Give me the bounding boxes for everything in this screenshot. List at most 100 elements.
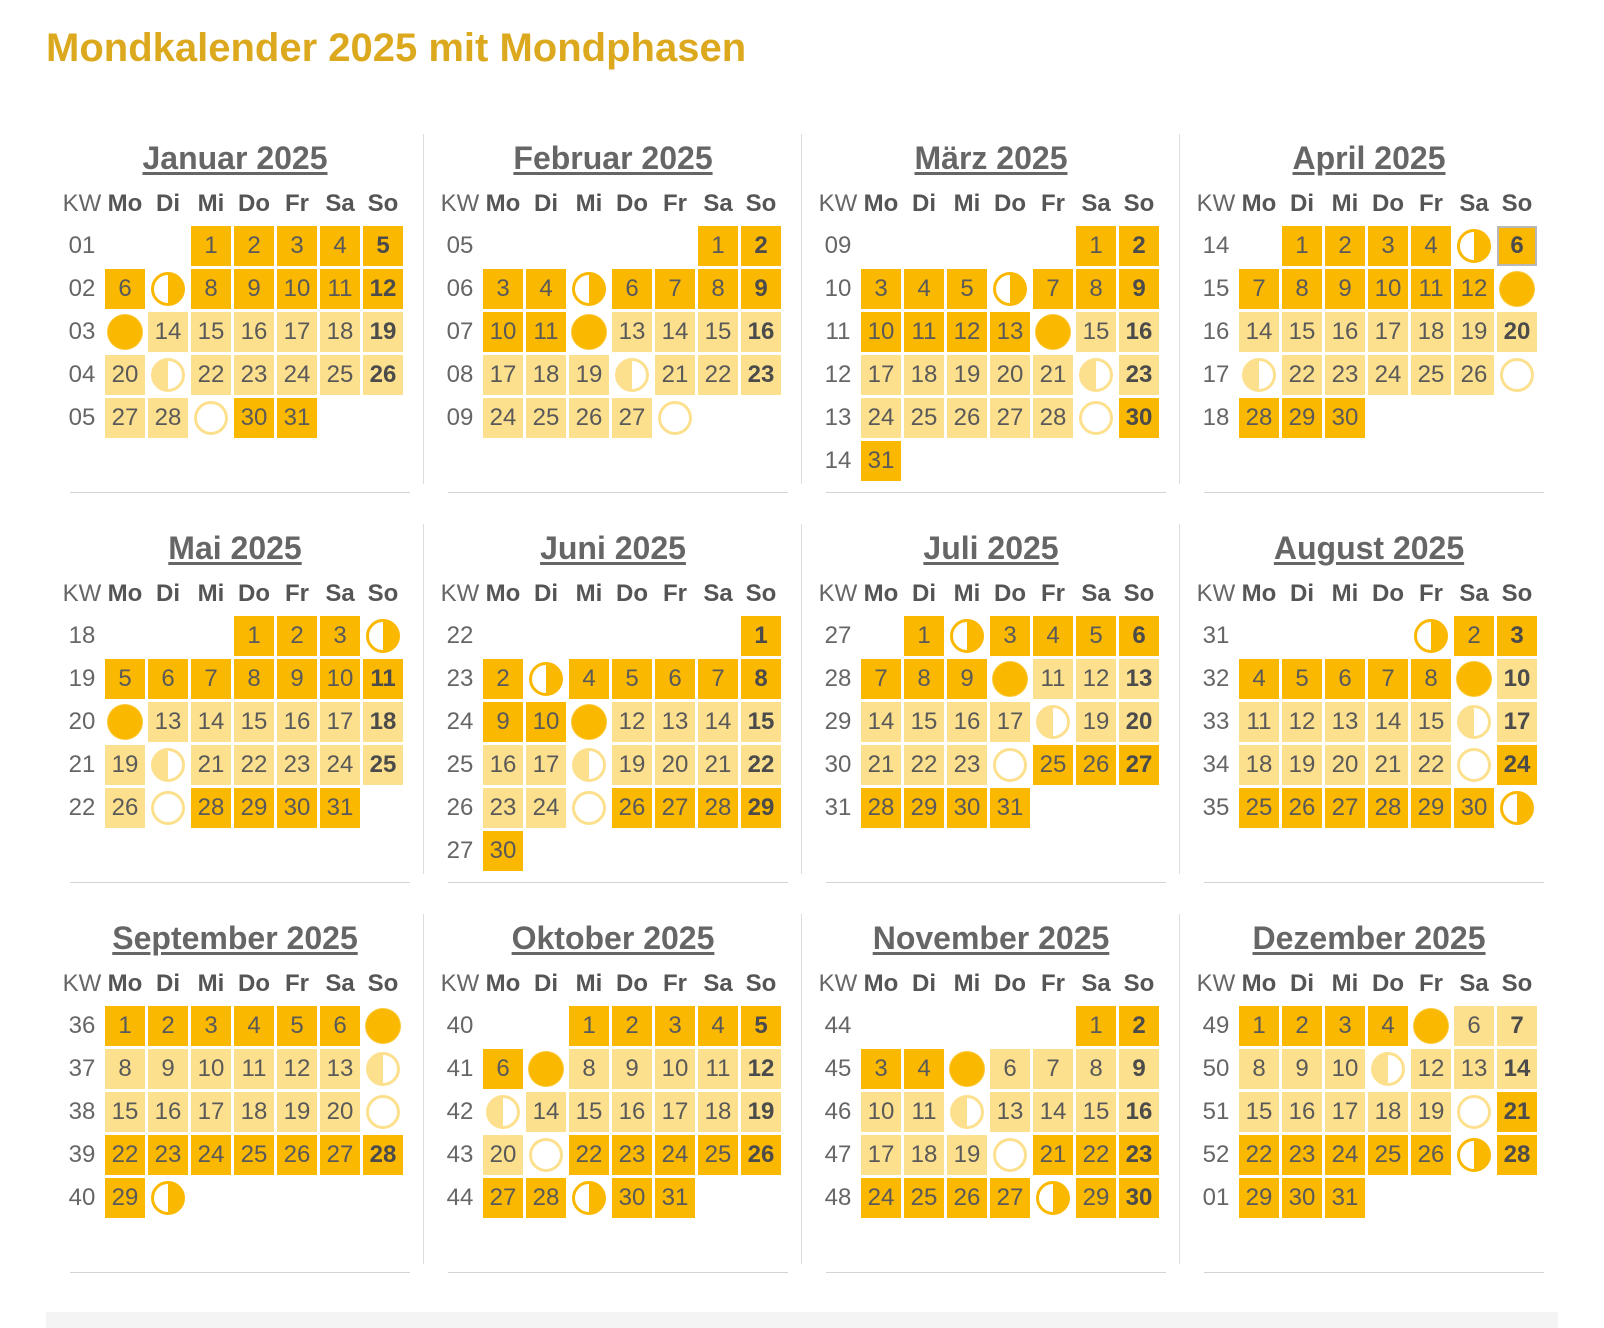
day-cell[interactable]: 26 xyxy=(947,1178,987,1218)
day-cell[interactable]: 29 xyxy=(904,788,944,828)
day-cell[interactable]: 6 xyxy=(990,1049,1030,1089)
day-cell[interactable]: 29 xyxy=(1282,398,1322,438)
day-cell[interactable]: 9 xyxy=(1282,1049,1322,1089)
day-cell[interactable]: 25 xyxy=(904,1178,944,1218)
day-cell[interactable]: 9 xyxy=(947,659,987,699)
day-cell[interactable]: 17 xyxy=(861,355,901,395)
day-cell[interactable]: 24 xyxy=(1325,1135,1365,1175)
day-cell[interactable]: 26 xyxy=(569,398,609,438)
moon-phase-cell[interactable] xyxy=(1033,1178,1073,1218)
moon-phase-cell[interactable] xyxy=(483,1092,523,1132)
day-cell[interactable]: 14 xyxy=(148,312,188,352)
sunday-cell[interactable]: 23 xyxy=(1119,355,1159,395)
day-cell[interactable]: 1 xyxy=(105,1006,145,1046)
day-cell[interactable]: 22 xyxy=(1282,355,1322,395)
day-cell[interactable]: 28 xyxy=(861,788,901,828)
day-cell[interactable]: 13 xyxy=(612,312,652,352)
sunday-cell[interactable]: 26 xyxy=(741,1135,781,1175)
day-cell[interactable]: 6 xyxy=(655,659,695,699)
day-cell[interactable]: 4 xyxy=(904,1049,944,1089)
day-cell[interactable]: 30 xyxy=(234,398,274,438)
day-cell[interactable]: 2 xyxy=(612,1006,652,1046)
day-cell[interactable]: 31 xyxy=(655,1178,695,1218)
day-cell[interactable]: 5 xyxy=(947,269,987,309)
day-cell[interactable]: 1 xyxy=(698,226,738,266)
day-cell[interactable]: 10 xyxy=(655,1049,695,1089)
day-cell[interactable]: 31 xyxy=(990,788,1030,828)
day-cell[interactable]: 19 xyxy=(569,355,609,395)
day-cell[interactable]: 14 xyxy=(526,1092,566,1132)
day-cell[interactable]: 4 xyxy=(1033,616,1073,656)
moon-phase-cell[interactable] xyxy=(1454,226,1494,266)
day-cell[interactable]: 19 xyxy=(1076,702,1116,742)
sunday-cell[interactable]: 19 xyxy=(363,312,403,352)
day-cell[interactable]: 16 xyxy=(234,312,274,352)
day-cell[interactable]: 27 xyxy=(990,1178,1030,1218)
sunday-cell[interactable]: 30 xyxy=(1119,398,1159,438)
day-cell[interactable]: 17 xyxy=(526,745,566,785)
month-title-link[interactable]: Juli 2025 xyxy=(923,530,1059,566)
day-cell[interactable]: 20 xyxy=(990,355,1030,395)
day-cell[interactable]: 17 xyxy=(320,702,360,742)
day-cell[interactable]: 2 xyxy=(483,659,523,699)
day-cell[interactable]: 16 xyxy=(483,745,523,785)
month-title-link[interactable]: November 2025 xyxy=(872,920,1110,956)
sunday-cell[interactable]: 6 xyxy=(1119,616,1159,656)
sunday-cell[interactable]: 27 xyxy=(1119,745,1159,785)
day-cell[interactable]: 26 xyxy=(612,788,652,828)
day-cell[interactable]: 23 xyxy=(277,745,317,785)
day-cell[interactable]: 4 xyxy=(320,226,360,266)
day-cell[interactable]: 31 xyxy=(861,441,901,481)
day-cell[interactable]: 24 xyxy=(861,398,901,438)
moon-phase-cell[interactable] xyxy=(990,1135,1030,1175)
sunday-cell[interactable]: 2 xyxy=(1119,226,1159,266)
day-cell[interactable]: 2 xyxy=(1325,226,1365,266)
day-cell[interactable]: 8 xyxy=(1282,269,1322,309)
day-cell[interactable]: 8 xyxy=(234,659,274,699)
sunday-cell[interactable]: 21 xyxy=(1497,1092,1537,1132)
day-cell[interactable]: 14 xyxy=(655,312,695,352)
day-cell[interactable]: 19 xyxy=(612,745,652,785)
day-cell[interactable]: 18 xyxy=(320,312,360,352)
moon-phase-cell[interactable] xyxy=(569,269,609,309)
sunday-cell[interactable]: 11 xyxy=(363,659,403,699)
day-cell[interactable]: 15 xyxy=(904,702,944,742)
day-cell[interactable]: 31 xyxy=(320,788,360,828)
day-cell[interactable]: 1 xyxy=(234,616,274,656)
day-cell[interactable]: 16 xyxy=(148,1092,188,1132)
month-title-link[interactable]: April 2025 xyxy=(1292,140,1446,176)
day-cell[interactable]: 11 xyxy=(526,312,566,352)
day-cell[interactable]: 28 xyxy=(191,788,231,828)
sunday-cell[interactable]: 22 xyxy=(741,745,781,785)
day-cell[interactable]: 15 xyxy=(1282,312,1322,352)
day-cell[interactable]: 27 xyxy=(990,398,1030,438)
sunday-cell[interactable]: 28 xyxy=(1497,1135,1537,1175)
moon-phase-cell[interactable] xyxy=(1076,398,1116,438)
day-cell[interactable]: 21 xyxy=(191,745,231,785)
day-cell[interactable]: 8 xyxy=(1239,1049,1279,1089)
sunday-cell[interactable]: 10 xyxy=(1497,659,1537,699)
day-cell[interactable]: 8 xyxy=(191,269,231,309)
sunday-cell[interactable]: 6 xyxy=(1497,226,1537,266)
day-cell[interactable]: 3 xyxy=(861,1049,901,1089)
day-cell[interactable]: 8 xyxy=(105,1049,145,1089)
day-cell[interactable]: 11 xyxy=(234,1049,274,1089)
day-cell[interactable]: 22 xyxy=(1239,1135,1279,1175)
sunday-cell[interactable]: 29 xyxy=(741,788,781,828)
day-cell[interactable]: 12 xyxy=(1282,702,1322,742)
day-cell[interactable]: 10 xyxy=(191,1049,231,1089)
day-cell[interactable]: 18 xyxy=(904,355,944,395)
day-cell[interactable]: 26 xyxy=(105,788,145,828)
month-title-link[interactable]: Januar 2025 xyxy=(142,140,328,176)
day-cell[interactable]: 24 xyxy=(1368,355,1408,395)
day-cell[interactable]: 3 xyxy=(1368,226,1408,266)
day-cell[interactable]: 6 xyxy=(148,659,188,699)
moon-phase-cell[interactable] xyxy=(569,1178,609,1218)
moon-phase-cell[interactable] xyxy=(655,398,695,438)
day-cell[interactable]: 30 xyxy=(483,831,523,871)
day-cell[interactable]: 21 xyxy=(1033,355,1073,395)
day-cell[interactable]: 4 xyxy=(1368,1006,1408,1046)
day-cell[interactable]: 22 xyxy=(1411,745,1451,785)
day-cell[interactable]: 11 xyxy=(698,1049,738,1089)
sunday-cell[interactable]: 5 xyxy=(741,1006,781,1046)
